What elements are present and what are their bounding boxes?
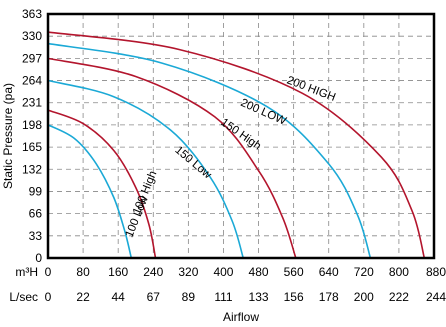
x-axis-label: Airflow	[223, 310, 259, 324]
performance-curves	[47, 31, 426, 259]
curve-150-high	[47, 57, 297, 259]
y-tick-label: 231	[22, 96, 42, 110]
y-tick-label: 363	[22, 7, 42, 21]
y-tick-label: 297	[22, 51, 42, 65]
y-tick-label: 99	[29, 184, 43, 198]
y-tick-label: 132	[22, 162, 42, 176]
y-tick-label: 198	[22, 118, 42, 132]
plot-frame	[46, 12, 436, 260]
x-tick-label-lsec: 44	[112, 290, 126, 304]
x-tick-label-lsec: 222	[389, 290, 409, 304]
x-tick-label-lsec: 89	[182, 290, 196, 304]
x-tick-labels-lsec: 0 22 44 67 89 111 133 156 178 200 222 244	[45, 290, 446, 304]
curve-200-low	[47, 42, 372, 259]
grid-lines	[48, 14, 434, 258]
x-tick-label-m3h: 320	[178, 265, 198, 279]
x-tick-label-m3h: 0	[45, 265, 52, 279]
x-tick-label-lsec: 244	[426, 290, 446, 304]
x-tick-label-lsec: 178	[319, 290, 339, 304]
x-tick-label-lsec: 67	[147, 290, 161, 304]
curve-200-high	[47, 31, 426, 259]
y-tick-label: 330	[22, 29, 42, 43]
y-tick-label: 264	[22, 74, 42, 88]
x-tick-label-m3h: 640	[319, 265, 339, 279]
x-tick-label-lsec: 156	[284, 290, 304, 304]
x-tick-label-m3h: 480	[249, 265, 269, 279]
y-tick-label: 66	[29, 207, 43, 221]
x-tick-label-lsec: 133	[249, 290, 269, 304]
y-axis-label: Static Pressure (pa)	[1, 83, 15, 189]
y-tick-label: 165	[22, 140, 42, 154]
curve-100-low	[47, 124, 133, 259]
x-tick-label-m3h: 400	[213, 265, 233, 279]
x-tick-labels-m3h: 0 80 160 240 320 400 480 560 640 720 800 880	[45, 265, 446, 279]
curve-150-low	[47, 79, 244, 259]
x-tick-label-m3h: 880	[426, 265, 446, 279]
x-tick-label-m3h: 80	[76, 265, 90, 279]
x-tick-label-lsec: 22	[76, 290, 90, 304]
y-tick-label: 33	[29, 229, 43, 243]
x-tick-label-lsec: 200	[354, 290, 374, 304]
x-tick-label-lsec: 0	[45, 290, 52, 304]
x-tick-label-m3h: 720	[354, 265, 374, 279]
x-unit-lsec: L/sec	[9, 290, 38, 304]
y-tick-label: 0	[35, 251, 42, 265]
x-tick-label-m3h: 560	[284, 265, 304, 279]
curve-100-high	[47, 109, 157, 259]
x-tick-label-m3h: 240	[143, 265, 163, 279]
plot-background	[48, 14, 434, 258]
x-tick-label-m3h: 160	[108, 265, 128, 279]
y-tick-labels: 0 33 66 99 132 165 198 231 264 297 330 363	[22, 7, 42, 265]
x-unit-m3h: m³H	[15, 265, 38, 279]
x-tick-label-lsec: 111	[214, 290, 233, 304]
x-tick-label-m3h: 800	[389, 265, 409, 279]
